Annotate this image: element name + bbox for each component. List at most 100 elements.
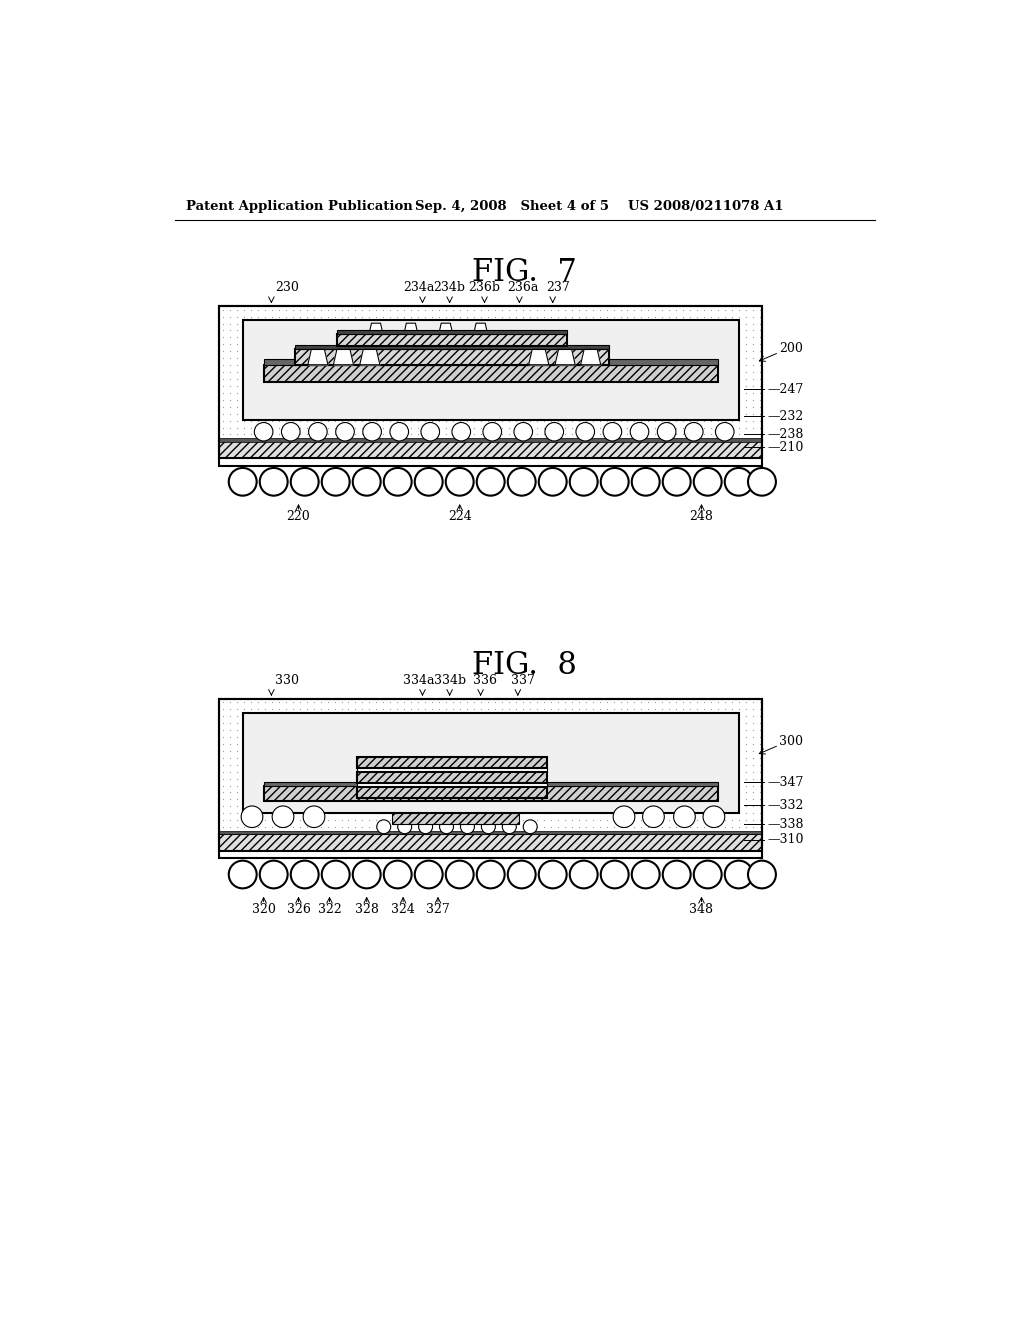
Circle shape	[291, 861, 318, 888]
Bar	[219, 438, 762, 442]
Circle shape	[539, 469, 566, 496]
Polygon shape	[555, 350, 575, 364]
Text: 234b: 234b	[433, 281, 466, 294]
Text: 200: 200	[779, 342, 803, 355]
Bar	[219, 830, 762, 834]
Circle shape	[477, 469, 505, 496]
Circle shape	[415, 861, 442, 888]
Circle shape	[415, 469, 442, 496]
Circle shape	[632, 861, 659, 888]
Text: —247: —247	[767, 383, 804, 396]
Circle shape	[308, 422, 328, 441]
Text: 237: 237	[546, 281, 570, 294]
Circle shape	[508, 861, 536, 888]
Bar	[243, 321, 738, 420]
Polygon shape	[474, 323, 487, 334]
Circle shape	[674, 807, 695, 828]
Text: 220: 220	[287, 510, 310, 523]
Text: 348: 348	[689, 903, 714, 916]
Circle shape	[260, 861, 288, 888]
Bar	[536, 758, 544, 797]
Circle shape	[643, 807, 665, 828]
Circle shape	[601, 469, 629, 496]
Circle shape	[397, 820, 412, 834]
Bar	[295, 345, 609, 350]
Circle shape	[603, 422, 622, 441]
Circle shape	[439, 820, 454, 834]
Circle shape	[282, 422, 300, 441]
Circle shape	[336, 422, 354, 441]
Text: 320: 320	[252, 903, 275, 916]
Circle shape	[477, 861, 505, 888]
Circle shape	[322, 469, 349, 496]
Polygon shape	[581, 350, 601, 364]
Circle shape	[483, 422, 502, 441]
Polygon shape	[334, 350, 353, 364]
Circle shape	[703, 807, 725, 828]
Polygon shape	[403, 323, 418, 334]
Text: —347: —347	[767, 776, 804, 788]
Bar	[337, 330, 566, 334]
Text: 230: 230	[274, 281, 299, 294]
Bar	[219, 306, 762, 466]
Circle shape	[254, 422, 273, 441]
Circle shape	[291, 469, 318, 496]
Text: 328: 328	[354, 903, 379, 916]
Circle shape	[452, 422, 471, 441]
Bar	[263, 359, 718, 364]
Text: 236a: 236a	[508, 281, 539, 294]
Circle shape	[693, 861, 722, 888]
Circle shape	[445, 861, 474, 888]
Circle shape	[508, 469, 536, 496]
Bar	[391, 813, 519, 825]
Text: FIG.  8: FIG. 8	[472, 649, 578, 681]
Polygon shape	[438, 323, 453, 334]
Text: 336: 336	[472, 675, 497, 686]
Circle shape	[575, 422, 595, 441]
Circle shape	[716, 422, 734, 441]
Circle shape	[503, 820, 516, 834]
Circle shape	[260, 469, 288, 496]
Circle shape	[481, 820, 496, 834]
Circle shape	[725, 861, 753, 888]
Bar	[356, 783, 547, 787]
Text: 326: 326	[287, 903, 310, 916]
Circle shape	[569, 469, 598, 496]
Circle shape	[613, 807, 635, 828]
Polygon shape	[359, 350, 380, 364]
Circle shape	[569, 861, 598, 888]
Bar	[219, 306, 762, 441]
Bar	[219, 700, 762, 858]
Polygon shape	[308, 350, 328, 364]
Circle shape	[632, 469, 659, 496]
Bar	[356, 772, 547, 783]
Bar	[337, 334, 566, 346]
Bar	[360, 758, 369, 797]
Text: —338: —338	[767, 818, 804, 832]
Circle shape	[228, 469, 257, 496]
Circle shape	[693, 469, 722, 496]
Circle shape	[322, 861, 349, 888]
Text: 224: 224	[447, 510, 472, 523]
Text: Sep. 4, 2008   Sheet 4 of 5: Sep. 4, 2008 Sheet 4 of 5	[415, 199, 608, 213]
Circle shape	[377, 820, 391, 834]
Circle shape	[514, 422, 532, 441]
Text: 300: 300	[779, 735, 803, 748]
Circle shape	[657, 422, 676, 441]
Bar	[295, 350, 609, 364]
Text: US 2008/0211078 A1: US 2008/0211078 A1	[628, 199, 783, 213]
Bar	[356, 768, 547, 772]
Text: —210: —210	[767, 441, 804, 454]
Circle shape	[352, 469, 381, 496]
Bar	[356, 758, 547, 768]
Circle shape	[445, 469, 474, 496]
Text: 234a: 234a	[402, 281, 434, 294]
Text: —310: —310	[767, 833, 804, 846]
Circle shape	[421, 422, 439, 441]
Circle shape	[390, 422, 409, 441]
Circle shape	[748, 469, 776, 496]
Circle shape	[272, 807, 294, 828]
Circle shape	[539, 861, 566, 888]
Circle shape	[601, 861, 629, 888]
Text: 324: 324	[391, 903, 415, 916]
